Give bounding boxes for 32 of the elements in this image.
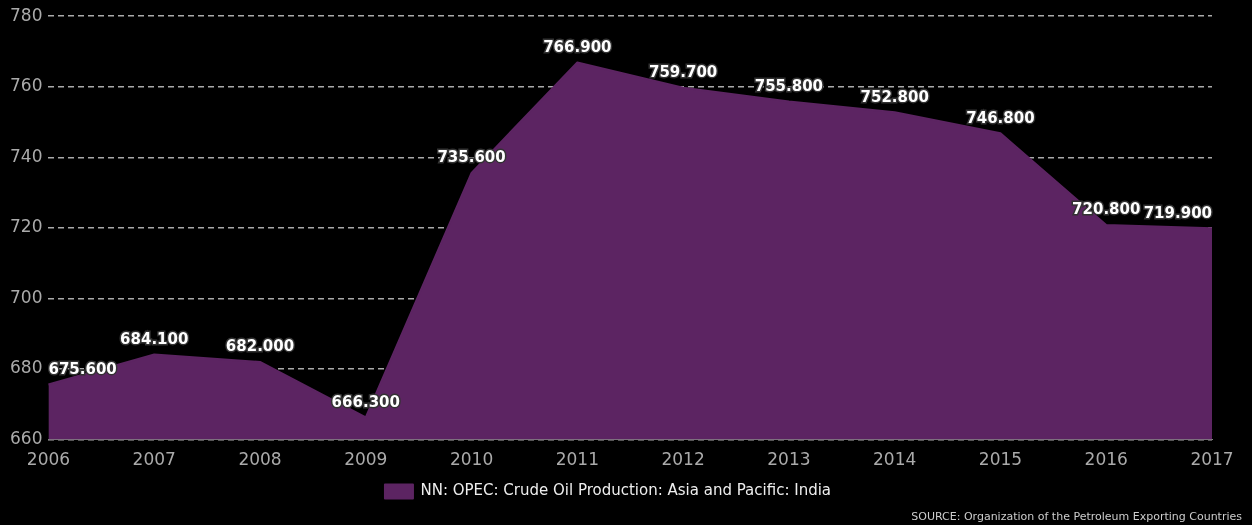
y-tick-label: 660 [9, 428, 43, 449]
y-tick-label: 700 [9, 286, 43, 307]
data-label: 666.300 [331, 392, 400, 411]
source-note: SOURCE: Organization of the Petroleum Exporting Countries [911, 510, 1243, 524]
data-label: 735.600 [437, 148, 506, 167]
x-tick-label: 2009 [344, 449, 388, 470]
data-label: 766.900 [543, 37, 612, 56]
y-tick-label: 680 [9, 357, 43, 378]
x-tick-label: 2011 [555, 449, 599, 470]
x-tick-label: 2006 [26, 449, 71, 470]
data-label: 746.800 [966, 108, 1035, 127]
y-tick-label: 740 [9, 145, 43, 166]
x-tick-label: 2007 [132, 449, 176, 470]
data-label: 682.000 [225, 337, 295, 356]
x-tick-label: 2013 [767, 449, 811, 470]
legend-label: NN: OPEC: Crude Oil Production: Asia and Pacific: India [420, 481, 832, 500]
data-label: 720.800 [1072, 200, 1141, 219]
x-tick-label: 2012 [661, 449, 705, 470]
data-label: 752.800 [860, 87, 929, 106]
x-tick-label: 2010 [449, 449, 494, 470]
data-label: 759.700 [648, 63, 718, 82]
y-tick-label: 780 [9, 4, 43, 25]
x-tick-label: 2008 [238, 449, 282, 470]
x-tick-label: 2014 [873, 449, 917, 470]
data-label: 675.600 [48, 359, 117, 378]
data-label: 719.900 [1143, 203, 1212, 222]
y-tick-label: 760 [9, 75, 43, 96]
x-tick-label: 2015 [978, 449, 1023, 470]
y-tick-label: 720 [9, 216, 43, 237]
x-tick-label: 2016 [1084, 449, 1128, 470]
x-tick-label: 2017 [1190, 449, 1234, 470]
data-label: 684.100 [120, 329, 189, 348]
